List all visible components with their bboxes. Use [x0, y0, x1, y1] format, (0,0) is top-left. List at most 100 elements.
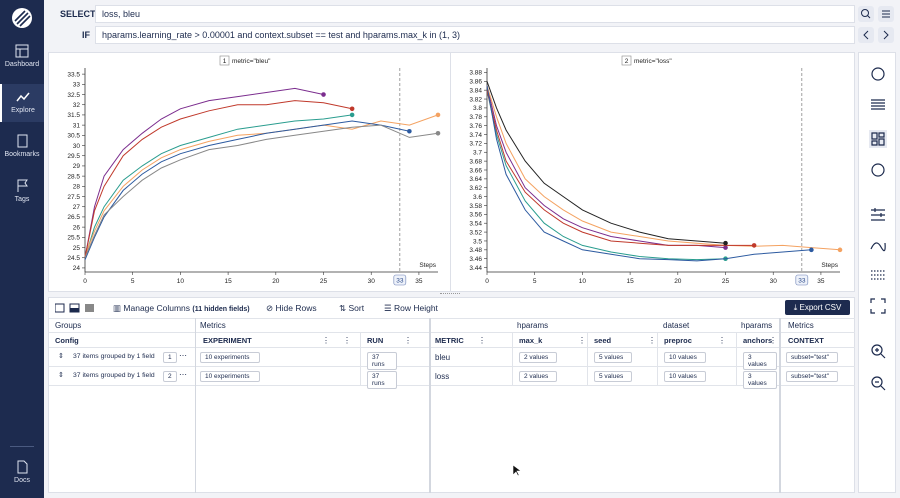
header-icon[interactable]: ⋮ [343, 336, 351, 345]
stroke-icon[interactable] [871, 99, 885, 110]
anchors: 3 values [743, 352, 777, 370]
header-icon[interactable]: ⋮ [404, 336, 412, 345]
manage-columns[interactable]: ▥ Manage Columns (11 hidden fields) [113, 303, 250, 313]
color-icon[interactable] [871, 67, 885, 81]
series-line [486, 90, 726, 261]
series-line [84, 124, 439, 258]
panel-index: 1 [223, 58, 227, 65]
nav-docs[interactable]: Docs [0, 460, 44, 484]
y-tick-label: 31 [73, 122, 81, 129]
column-header[interactable]: Config [55, 336, 79, 345]
smoothing-icon[interactable] [871, 208, 885, 221]
col-line [360, 333, 361, 385]
runs: 37 runs [367, 371, 397, 389]
x-tick-label: 0 [485, 278, 489, 285]
y-tick-label: 33 [73, 82, 81, 89]
header-icon[interactable]: ⋮ [769, 336, 777, 345]
metric: bleu [435, 353, 451, 362]
y-tick-label: 3.64 [469, 176, 482, 183]
column-header[interactable]: max_k [519, 336, 543, 345]
series-line [84, 87, 324, 258]
y-tick-label: 3.72 [469, 141, 482, 148]
nav-explore[interactable]: Explore [0, 84, 44, 122]
row-menu[interactable]: ⋯ [179, 351, 187, 360]
zoom-out-icon[interactable] [871, 376, 883, 388]
select-input[interactable]: loss, bleu [95, 5, 855, 23]
y-tick-label: 3.68 [469, 158, 482, 165]
zoom-in-icon[interactable] [871, 344, 883, 356]
logo [12, 8, 32, 28]
nav-label: Dashboard [4, 61, 40, 68]
column-header[interactable]: CONTEXT [788, 336, 824, 345]
header-icon[interactable]: ⋮ [478, 336, 486, 345]
nav-label: Explore [11, 107, 35, 114]
group-header: Groups [55, 321, 82, 330]
hide-rows[interactable]: ⊘ Hide Rows [266, 303, 317, 313]
row-height-icons[interactable] [55, 303, 99, 313]
row-line [49, 332, 855, 333]
column-header[interactable]: RUN [367, 336, 384, 345]
column-header[interactable]: seed [594, 336, 612, 345]
fit-icon[interactable] [870, 298, 886, 314]
header-icon[interactable]: ⋮ [322, 336, 330, 345]
series-line [486, 81, 726, 244]
anchors: 3 values [743, 371, 777, 389]
x-tick-label: 35 [817, 278, 825, 285]
next-button[interactable] [878, 27, 894, 43]
col-line [512, 333, 513, 385]
grid-icon[interactable] [871, 270, 885, 280]
column-header[interactable]: EXPERIMENT [203, 336, 252, 345]
header-icon[interactable]: ⋮ [718, 336, 726, 345]
y-tick-label: 3.84 [469, 87, 482, 94]
row-line [49, 385, 855, 386]
grouping-icon[interactable] [871, 132, 885, 146]
x-tick-label: 5 [533, 278, 537, 285]
menu-button[interactable] [878, 6, 894, 22]
end-point [809, 247, 814, 253]
header-icon[interactable]: ⋮ [648, 336, 656, 345]
row-line [49, 318, 855, 319]
end-point [349, 106, 355, 112]
column-header[interactable]: preproc [664, 336, 692, 345]
row-height[interactable]: ☰ Row Height [384, 303, 438, 313]
end-point [407, 128, 412, 134]
y-tick-label: 3.52 [469, 229, 482, 236]
x-axis-label: Steps [821, 262, 838, 269]
x-tick-label: 20 [272, 278, 280, 285]
col-line [587, 333, 588, 385]
search-button[interactable] [858, 6, 874, 22]
x-tick-label: 30 [368, 278, 376, 285]
header-icon[interactable]: ⋮ [578, 336, 586, 345]
curve-icon[interactable] [870, 242, 886, 252]
end-point [723, 245, 728, 250]
group-header: Metrics [788, 321, 814, 330]
runs: 37 runs [367, 352, 397, 370]
prev-button[interactable] [858, 27, 874, 43]
sort[interactable]: ⇅ Sort [339, 303, 365, 313]
preproc: 10 values [664, 352, 706, 363]
y-tick-label: 28.5 [67, 173, 80, 180]
expand-icon[interactable]: ⇕ [58, 353, 64, 360]
y-tick-label: 30 [73, 143, 81, 150]
export-button[interactable]: ⤓ Export CSV [785, 300, 850, 315]
if-input[interactable]: hparams.learning_rate > 0.00001 and cont… [95, 26, 855, 44]
resize-handle[interactable] [440, 293, 460, 296]
nav-bookmarks[interactable]: Bookmarks [0, 134, 44, 158]
group-label: 37 items grouped by 1 field [73, 372, 155, 379]
end-point [723, 240, 728, 246]
series-line [486, 85, 841, 251]
expand-icon[interactable]: ⇕ [58, 372, 64, 379]
row-line [49, 347, 855, 348]
nav-dashboard[interactable]: Dashboard [0, 44, 44, 68]
marker-icon[interactable] [871, 163, 885, 177]
y-tick-label: 3.62 [469, 185, 482, 192]
column-header[interactable]: anchors [743, 336, 773, 345]
end-point [321, 92, 326, 97]
end-point [349, 112, 355, 118]
nav-tags[interactable]: Tags [0, 179, 44, 203]
toolbar-icons [869, 67, 887, 391]
y-tick-label: 3.8 [473, 105, 482, 112]
column-header[interactable]: METRIC [435, 336, 464, 345]
row-menu[interactable]: ⋯ [179, 370, 187, 379]
